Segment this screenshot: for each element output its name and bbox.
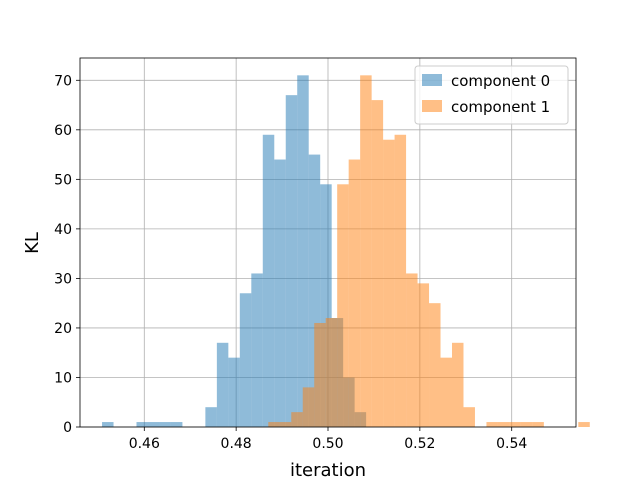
histogram-bar-component-0 bbox=[147, 422, 160, 427]
histogram-bar-component-1 bbox=[337, 184, 349, 427]
y-axis-label: KL bbox=[22, 232, 43, 254]
histogram-bar-component-1 bbox=[463, 407, 475, 427]
histogram-bar-component-1 bbox=[291, 412, 303, 427]
histogram-bar-component-1 bbox=[268, 422, 280, 427]
histogram-bar-component-1 bbox=[497, 422, 510, 427]
histogram-bar-component-1 bbox=[440, 357, 452, 427]
histogram-bar-component-1 bbox=[509, 422, 521, 427]
histogram-bar-component-0 bbox=[251, 273, 263, 427]
histogram-bar-component-0 bbox=[216, 342, 229, 427]
histogram-bar-component-0 bbox=[228, 357, 240, 427]
histogram-bar-component-0 bbox=[274, 159, 286, 427]
histogram-bar-component-0 bbox=[102, 422, 114, 427]
histogram-bar-component-1 bbox=[314, 322, 326, 427]
histogram-bar-component-0 bbox=[239, 293, 252, 427]
histogram-bar-component-1 bbox=[348, 159, 361, 427]
histogram-bar-component-0 bbox=[205, 407, 217, 427]
histogram-bar-component-0 bbox=[297, 75, 309, 427]
histogram-bar-component-0 bbox=[170, 422, 183, 427]
series-component-1-bars bbox=[268, 75, 590, 428]
legend-label-component-0: component 0 bbox=[451, 72, 550, 90]
histogram-bar-component-1 bbox=[394, 134, 407, 428]
histogram-bar-component-1 bbox=[520, 422, 533, 427]
histogram-bar-component-1 bbox=[486, 422, 498, 427]
histogram-bar-component-1 bbox=[578, 422, 590, 427]
histogram-bar-component-1 bbox=[302, 387, 315, 427]
histogram-bar-component-0 bbox=[136, 422, 148, 427]
x-axis-label: iteration bbox=[290, 460, 366, 480]
legend-box bbox=[414, 65, 569, 125]
x-tick-label: 0.48 bbox=[221, 436, 252, 452]
histogram-bar-component-0 bbox=[262, 134, 275, 428]
y-tick-label: 10 bbox=[54, 370, 72, 386]
histogram-bar-component-0 bbox=[285, 95, 298, 428]
y-tick-label: 50 bbox=[54, 172, 72, 188]
histogram-bar-component-1 bbox=[429, 303, 441, 427]
x-tick-label: 0.50 bbox=[312, 436, 343, 452]
histogram-bar-component-1 bbox=[452, 342, 464, 427]
histogram-bar-component-1 bbox=[325, 318, 338, 427]
histogram-bar-component-0 bbox=[159, 422, 171, 427]
legend-swatch-component-1 bbox=[422, 100, 442, 112]
x-tick-label: 0.54 bbox=[496, 436, 527, 452]
histogram-bar-component-1 bbox=[371, 100, 384, 427]
legend: component 0 component 1 bbox=[414, 65, 569, 125]
histogram-bar-component-0 bbox=[320, 184, 332, 427]
x-axis-ticks: 0.46 0.48 0.50 0.52 0.54 bbox=[129, 427, 527, 452]
histogram-bar-component-1 bbox=[406, 273, 418, 427]
legend-label-component-1: component 1 bbox=[451, 98, 550, 116]
histogram-bar-component-1 bbox=[279, 422, 292, 427]
y-tick-label: 30 bbox=[54, 271, 72, 287]
x-tick-label: 0.52 bbox=[404, 436, 435, 452]
y-tick-label: 40 bbox=[54, 222, 72, 238]
y-tick-label: 70 bbox=[54, 73, 72, 89]
y-tick-label: 60 bbox=[54, 123, 72, 139]
x-tick-label: 0.46 bbox=[129, 436, 160, 452]
y-tick-label: 20 bbox=[54, 321, 72, 337]
legend-swatch-component-0 bbox=[422, 74, 442, 86]
y-tick-label: 0 bbox=[63, 420, 72, 436]
y-axis-ticks: 0 10 20 30 40 50 60 70 bbox=[54, 73, 80, 436]
histogram-bar-component-1 bbox=[383, 139, 395, 427]
histogram-bar-component-1 bbox=[417, 283, 430, 427]
histogram-bar-component-1 bbox=[532, 422, 544, 427]
histogram-bar-component-0 bbox=[308, 154, 321, 427]
histogram-bar-component-1 bbox=[360, 75, 372, 427]
